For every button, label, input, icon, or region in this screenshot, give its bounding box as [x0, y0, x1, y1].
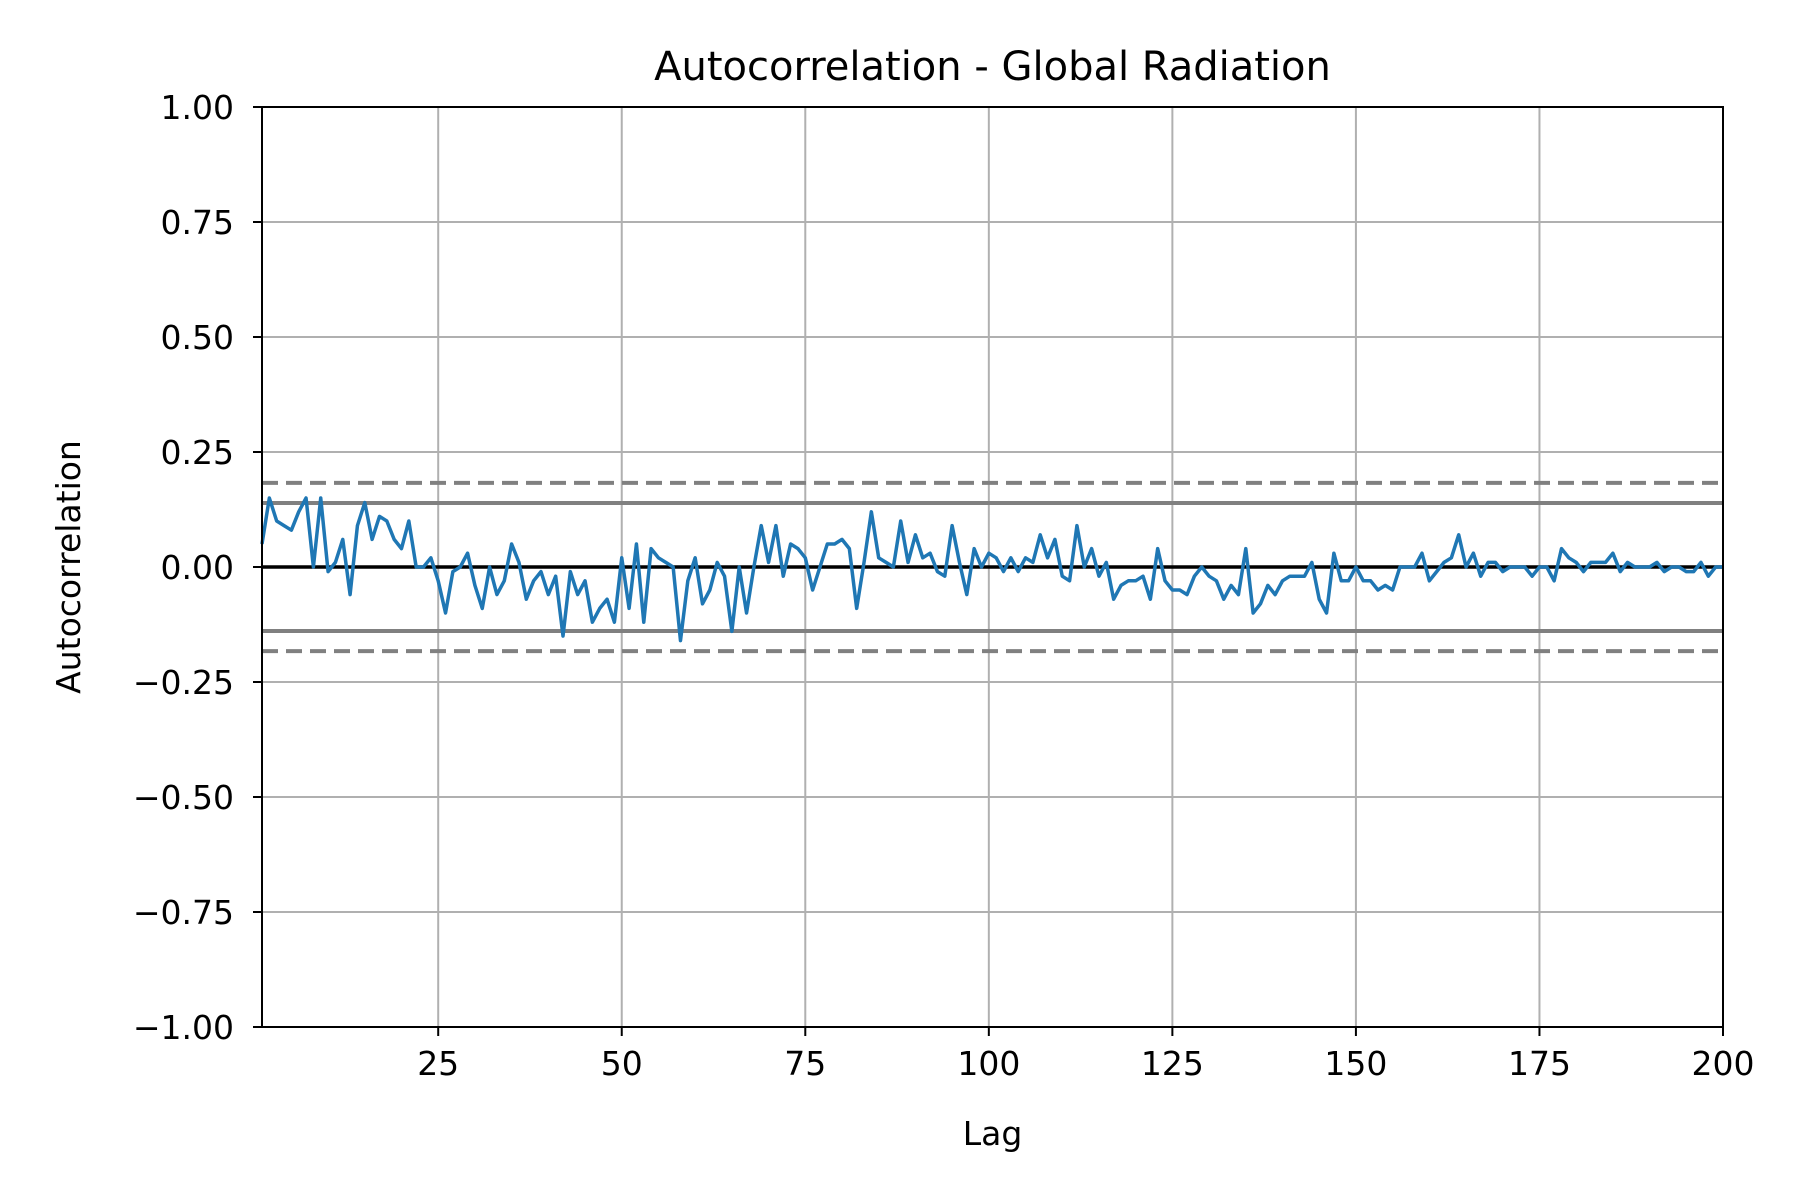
- axis-ticks: 25 50 75 100 125 150 175 200 1.00 0.75 0.50 0.25 0.0…: [133, 88, 1755, 1083]
- y-tick-label: 0.75: [161, 203, 234, 242]
- y-tick-label: 0.25: [161, 433, 234, 472]
- x-tick-label: 150: [1324, 1044, 1387, 1083]
- x-tick-label: 75: [784, 1044, 826, 1083]
- x-tick-label: 100: [957, 1044, 1020, 1083]
- x-tick-label: 200: [1692, 1044, 1755, 1083]
- chart-title: Autocorrelation - Global Radiation: [654, 44, 1331, 90]
- series-line-autocorrelation: [260, 496, 1723, 643]
- y-tick-label: −0.75: [133, 893, 234, 932]
- x-tick-label: 50: [601, 1044, 643, 1083]
- y-tick-label: −0.50: [133, 778, 234, 817]
- y-tick-label: 0.50: [161, 318, 234, 357]
- x-tick-label: 25: [417, 1044, 459, 1083]
- y-axis-label: Autocorrelation: [49, 440, 88, 694]
- x-axis-label: Lag: [963, 1114, 1023, 1153]
- series-group: [260, 496, 1723, 643]
- x-tick-label: 175: [1508, 1044, 1571, 1083]
- x-tick-label: 125: [1141, 1044, 1204, 1083]
- y-tick-label: 0.00: [161, 548, 234, 587]
- y-tick-label: −1.00: [133, 1008, 234, 1047]
- y-tick-label: −0.25: [133, 663, 234, 702]
- y-tick-label: 1.00: [161, 88, 234, 127]
